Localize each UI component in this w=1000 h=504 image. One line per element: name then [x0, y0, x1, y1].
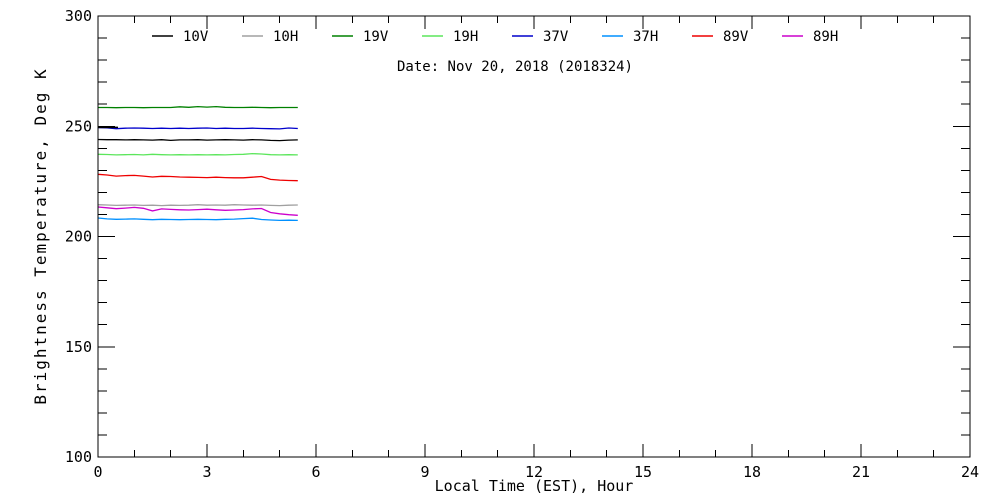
legend-label-89H: 89H	[813, 29, 838, 45]
y-tick-label: 100	[65, 448, 92, 466]
legend-entry-10V: 10V	[152, 29, 209, 45]
y-tick-label: 150	[65, 338, 92, 356]
plot-frame	[97, 15, 971, 458]
legend: 10V 10H 19V 19H 37V 37H 89V 89H	[152, 29, 838, 45]
series-line-89H	[97, 206, 298, 216]
series-line-89V	[97, 173, 298, 182]
x-axis-title: Local Time (EST), Hour	[435, 477, 634, 495]
legend-label-37H: 37H	[633, 29, 658, 45]
legend-label-10V: 10V	[183, 29, 209, 45]
legend-label-37V: 37V	[543, 29, 569, 45]
legend-label-89V: 89V	[723, 29, 749, 45]
legend-entry-37V: 37V	[512, 29, 569, 45]
date-annotation: Date: Nov 20, 2018 (2018324)	[397, 59, 633, 75]
x-tick-label: 21	[852, 463, 870, 481]
legend-label-19V: 19V	[363, 29, 389, 45]
y-tick-label: 300	[65, 7, 92, 25]
y-tick-label: 200	[65, 228, 92, 246]
series-line-19V	[98, 105, 298, 109]
legend-entry-10H: 10H	[242, 29, 298, 45]
y-tick-label: 250	[65, 117, 92, 135]
x-tick-label: 9	[420, 463, 429, 481]
x-tick-label: 15	[634, 463, 652, 481]
x-tick-label: 18	[743, 463, 761, 481]
legend-entry-89H: 89H	[782, 29, 838, 45]
legend-entry-19V: 19V	[332, 29, 389, 45]
legend-label-10H: 10H	[273, 29, 298, 45]
x-tick-label: 3	[202, 463, 211, 481]
data-series	[97, 105, 298, 222]
tick-labels: 0 3 6 9 12 15 18 21 24 100 150 200 250 300	[65, 7, 979, 481]
x-tick-label: 0	[93, 463, 102, 481]
axis-ticks	[97, 15, 971, 458]
series-line-37H	[97, 217, 298, 222]
series-line-10H	[97, 204, 298, 207]
series-line-10V	[97, 138, 298, 142]
x-tick-label: 6	[311, 463, 320, 481]
x-tick-label: 12	[525, 463, 543, 481]
series-line-37V	[97, 126, 298, 130]
legend-label-19H: 19H	[453, 29, 478, 45]
legend-entry-89V: 89V	[692, 29, 749, 45]
legend-entry-19H: 19H	[422, 29, 478, 45]
x-tick-label: 24	[961, 463, 979, 481]
legend-entry-37H: 37H	[602, 29, 658, 45]
y-axis-title: Brightness Temperature, Deg K	[31, 67, 50, 404]
series-line-19H	[97, 152, 298, 156]
